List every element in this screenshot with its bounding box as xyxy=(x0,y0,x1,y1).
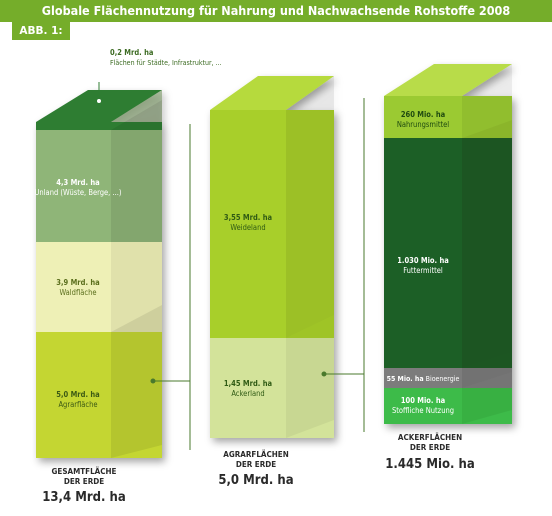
caption-col1-line2: DER ERDE xyxy=(64,477,104,486)
col2-top-face xyxy=(210,76,334,110)
label-futter-name: Futtermittel xyxy=(403,266,443,275)
label-agrar-value: 5,0 Mrd. ha xyxy=(56,390,100,399)
label-bioenergie-name: Bioenergie xyxy=(426,375,460,383)
caption-col1-total: 13,4 Mrd. ha xyxy=(42,490,125,505)
column-total-area xyxy=(36,90,162,458)
column-agricultural-area xyxy=(210,76,334,438)
label-acker-name: Ackerland xyxy=(231,389,264,398)
caption-col1-line1: GESAMTFLÄCHE xyxy=(52,466,117,476)
caption-col2-total: 5,0 Mrd. ha xyxy=(218,473,293,488)
label-nahrung-value: 260 Mio. ha xyxy=(401,110,446,119)
col1-top-face xyxy=(36,90,162,122)
column-arable-area xyxy=(384,64,512,424)
label-nahrung-name: Nahrungsmittel xyxy=(397,120,449,129)
label-unland-name: Unland (Wüste, Berge, ...) xyxy=(34,188,121,197)
label-acker-value: 1,45 Mrd. ha xyxy=(224,379,273,388)
label-staedte-name: Flächen für Städte, Infrastruktur, ... xyxy=(110,59,222,67)
label-staedte-value: 0,2 Mrd. ha xyxy=(110,48,154,57)
figure-label: ABB. 1: xyxy=(12,22,70,40)
col3-top-face xyxy=(384,64,512,96)
label-weide-name: Weideland xyxy=(230,223,265,232)
label-futter-value: 1.030 Mio. ha xyxy=(397,256,449,265)
caption-col2-line1: AGRARFLÄCHEN xyxy=(223,449,288,459)
label-wald-name: Waldfläche xyxy=(59,288,96,297)
segment-staedte xyxy=(36,122,162,130)
label-weide-value: 3,55 Mrd. ha xyxy=(224,213,273,222)
caption-col3-line2: DER ERDE xyxy=(410,443,450,452)
label-bioenergie: 55 Mio. ha Bioenergie xyxy=(387,375,460,383)
caption-col3-total: 1.445 Mio. ha xyxy=(385,457,474,472)
connector-agrar-to-col2 xyxy=(150,124,191,450)
caption-col2-line2: DER ERDE xyxy=(236,460,276,469)
label-stofflich-name: Stoffliche Nutzung xyxy=(392,406,454,415)
label-stofflich-value: 100 Mio. ha xyxy=(401,396,446,405)
label-agrar-name: Agrarfläche xyxy=(58,400,97,409)
label-unland-value: 4,3 Mrd. ha xyxy=(56,178,100,187)
label-bioenergie-value: 55 Mio. ha xyxy=(387,375,424,383)
connector-acker-to-col3 xyxy=(321,98,365,432)
label-wald-value: 3,9 Mrd. ha xyxy=(56,278,100,287)
caption-col3-line1: ACKERFLÄCHEN xyxy=(398,432,462,442)
figure-title: Globale Flächennutzung für Nahrung und N… xyxy=(41,3,511,18)
title-bar xyxy=(0,0,552,22)
